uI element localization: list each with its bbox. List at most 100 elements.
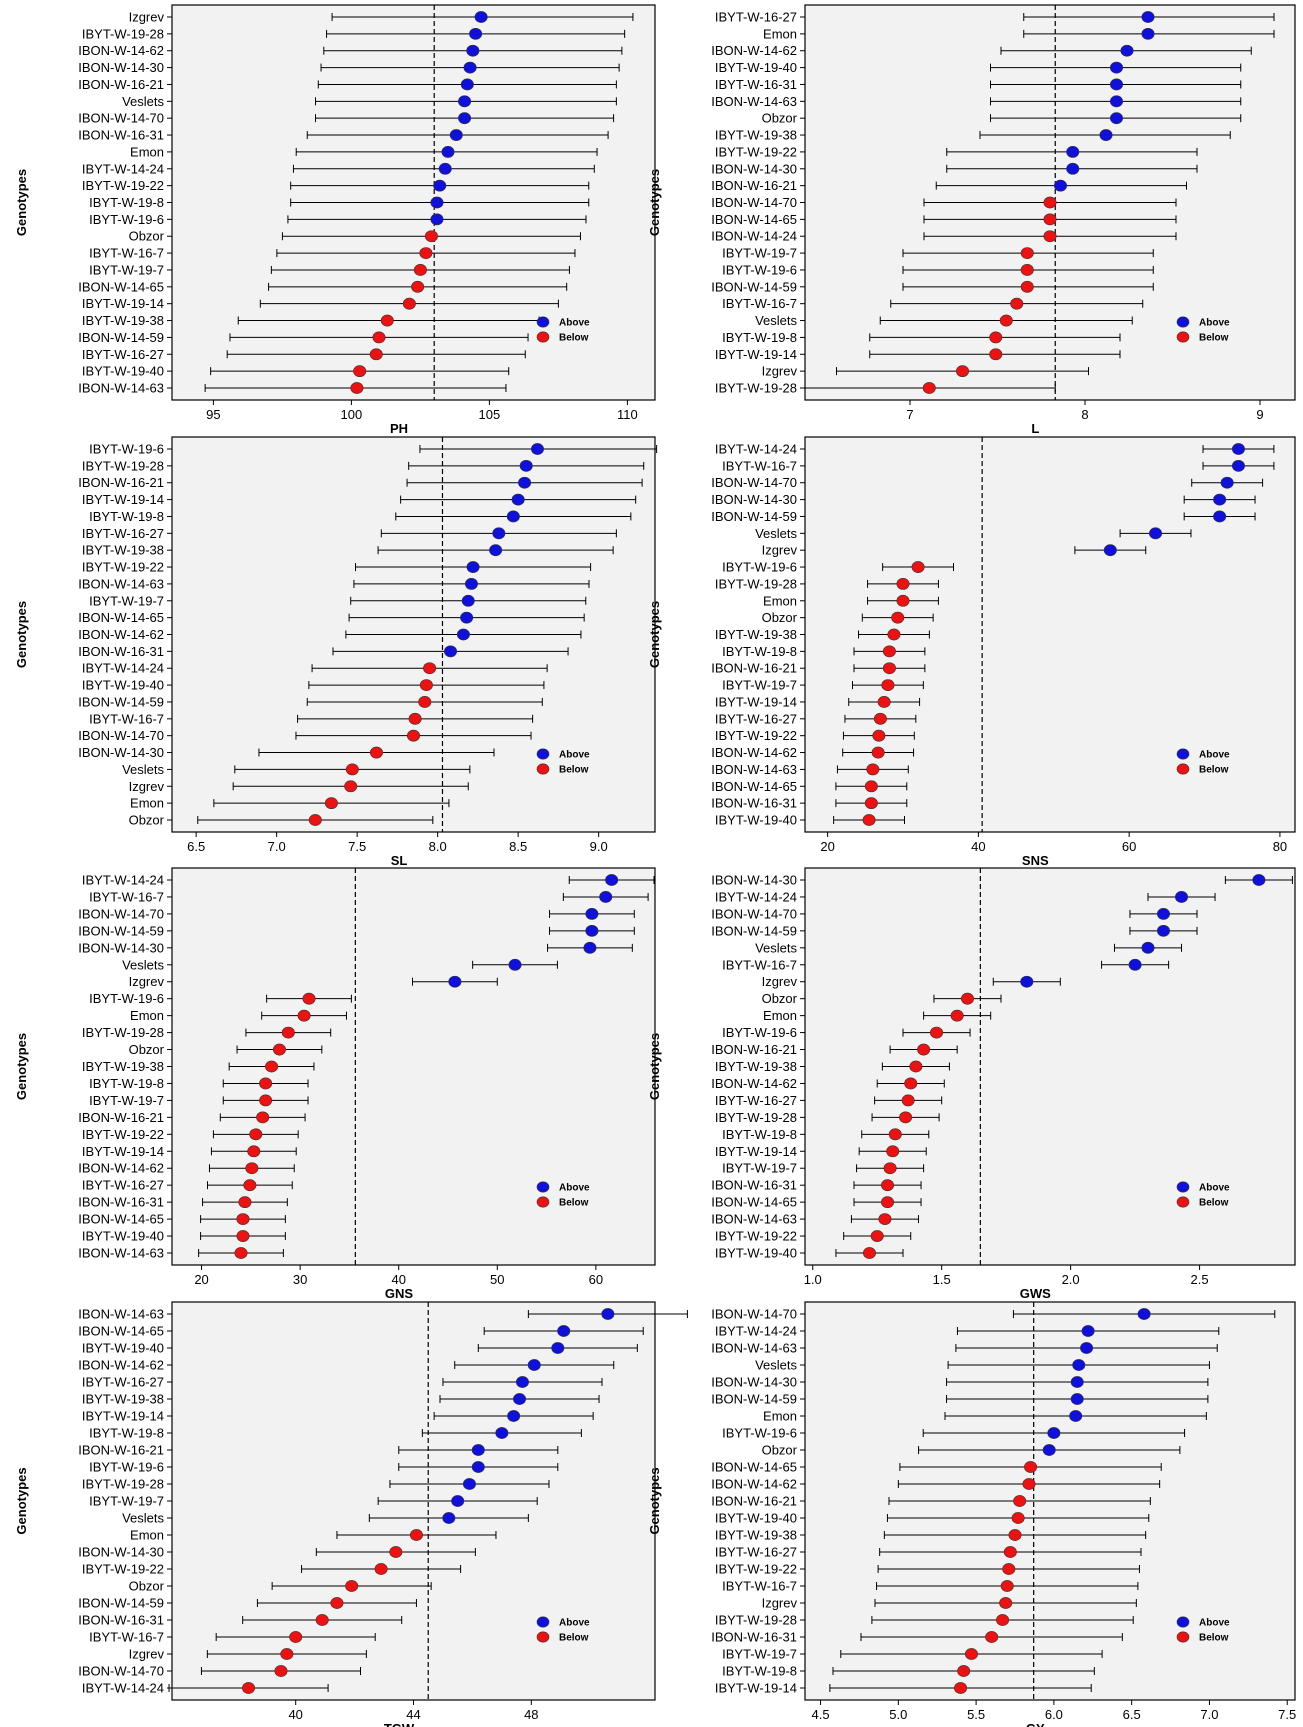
data-point-above <box>456 628 470 641</box>
genotype-label: Emon <box>130 1528 164 1543</box>
y-axis-title: Genotypes <box>14 601 29 668</box>
data-point-above <box>1231 443 1245 455</box>
genotype-label: IBYT-W-19-6 <box>89 991 164 1006</box>
genotype-label: IBON-W-14-62 <box>711 1076 797 1091</box>
data-point-above <box>601 1308 615 1320</box>
data-point-above <box>1081 1325 1095 1337</box>
data-point-below <box>1013 1495 1027 1507</box>
genotype-label: IBYT-W-14-24 <box>715 442 797 457</box>
legend-marker-above <box>536 316 550 328</box>
data-point-above <box>460 611 474 624</box>
genotype-label: IBON-W-14-30 <box>78 1545 164 1560</box>
genotype-label: IBON-W-14-63 <box>711 1212 797 1227</box>
genotype-label: IBON-W-14-70 <box>78 906 164 921</box>
data-point-below <box>878 1213 892 1225</box>
genotype-label: Izgrev <box>129 1647 165 1662</box>
genotype-label: IBON-W-16-21 <box>78 1110 164 1125</box>
genotype-label: IBON-W-14-30 <box>711 161 797 176</box>
genotype-label: IBON-W-14-65 <box>78 1324 164 1339</box>
genotype-label: IBON-W-14-70 <box>78 1664 164 1679</box>
x-tick-label: 8.5 <box>509 839 527 854</box>
genotype-label: IBYT-W-19-6 <box>89 442 164 457</box>
data-point-below <box>242 1682 256 1694</box>
data-point-above <box>513 1393 527 1405</box>
data-point-below <box>957 1665 971 1677</box>
genotype-label: IBYT-W-19-6 <box>722 262 797 277</box>
genotype-label: IBYT-W-16-7 <box>89 889 164 904</box>
data-point-above <box>1099 129 1113 141</box>
data-point-below <box>372 331 386 344</box>
genotype-label: IBON-W-14-63 <box>78 576 164 591</box>
data-point-below <box>234 1247 248 1259</box>
genotype-label: IBYT-W-19-14 <box>715 347 797 362</box>
data-point-above <box>471 1444 485 1456</box>
data-point-below <box>964 1648 978 1660</box>
data-point-below <box>424 230 438 243</box>
legend-marker-below <box>536 763 550 775</box>
legend-marker-above <box>1176 316 1190 328</box>
x-axis-title: L <box>1031 421 1039 436</box>
x-tick-label: 2.0 <box>1062 1272 1080 1287</box>
legend-marker-above <box>1176 748 1190 760</box>
genotype-label: IBYT-W-19-22 <box>82 178 164 193</box>
genotype-label: IBON-W-14-62 <box>78 1358 164 1373</box>
legend-marker-above <box>1176 1181 1190 1193</box>
data-point-below <box>289 1631 303 1643</box>
genotype-label: Obzor <box>129 813 165 828</box>
genotype-label: Izgrev <box>762 974 798 989</box>
genotype-label: IBYT-W-19-7 <box>89 593 164 608</box>
genotype-label: IBYT-W-19-14 <box>82 1144 164 1159</box>
genotype-label: IBYT-W-19-7 <box>722 246 797 261</box>
genotype-label: IBON-W-16-21 <box>78 475 164 490</box>
data-point-below <box>960 992 974 1005</box>
data-point-below <box>881 679 895 691</box>
data-point-above <box>433 179 447 192</box>
genotype-label: IBYT-W-19-8 <box>89 1076 164 1091</box>
data-point-below <box>999 1597 1013 1609</box>
genotype-label: IBYT-W-19-22 <box>82 1562 164 1577</box>
data-point-above <box>1128 958 1142 971</box>
data-point-above <box>1072 1359 1086 1371</box>
chart-panel-sns: 20 40 60 80SNSGenotypesIBYT-W-14-24IBYT-W-1… <box>647 436 1296 868</box>
genotype-label: IBYT-W-19-38 <box>82 313 164 328</box>
genotype-label: Emon <box>763 26 797 41</box>
genotype-label: IBYT-W-14-24 <box>82 1681 164 1696</box>
data-point-below <box>883 1162 897 1175</box>
genotype-label: IBON-W-14-70 <box>711 475 797 490</box>
genotype-label: IBON-W-14-62 <box>711 1477 797 1492</box>
data-point-above <box>458 112 472 125</box>
legend-marker-below <box>536 331 550 343</box>
genotype-label: IBYT-W-19-7 <box>722 1161 797 1176</box>
genotype-label: IBYT-W-14-24 <box>715 1324 797 1339</box>
genotype-label: IBYT-W-19-40 <box>715 813 797 828</box>
genotype-label: IBON-W-14-30 <box>711 1375 797 1390</box>
data-point-above <box>1175 891 1189 903</box>
genotype-label: IBYT-W-19-8 <box>89 509 164 524</box>
genotype-label: IBON-W-14-24 <box>711 229 797 244</box>
data-point-above <box>1066 162 1080 175</box>
genotype-label: IBYT-W-19-8 <box>89 1426 164 1441</box>
data-point-below <box>864 797 878 810</box>
data-point-below <box>955 365 969 378</box>
data-point-below <box>353 365 367 378</box>
x-tick-label: 20 <box>820 839 834 854</box>
genotype-label: IBYT-W-19-38 <box>715 128 797 143</box>
genotype-label: Obzor <box>129 229 165 244</box>
data-point-above <box>463 61 477 74</box>
y-axis-title: Genotypes <box>14 1033 29 1100</box>
data-point-above <box>471 1461 485 1473</box>
legend-label-above: Above <box>1199 1183 1230 1194</box>
genotype-label: IBYT-W-19-8 <box>722 644 797 659</box>
data-point-above <box>438 162 452 175</box>
x-tick-label: 7.5 <box>348 839 366 854</box>
genotype-label: IBYT-W-19-40 <box>82 1341 164 1356</box>
data-point-below <box>999 314 1013 327</box>
x-axis-title: GNS <box>385 1286 414 1301</box>
genotype-label: IBYT-W-19-28 <box>82 458 164 473</box>
data-point-above <box>1156 924 1170 937</box>
data-point-above <box>466 561 480 573</box>
data-point-below <box>911 561 925 573</box>
data-point-above <box>1149 527 1163 540</box>
genotype-label: IBON-W-16-21 <box>711 661 797 676</box>
genotype-label: IBYT-W-19-6 <box>722 1426 797 1441</box>
